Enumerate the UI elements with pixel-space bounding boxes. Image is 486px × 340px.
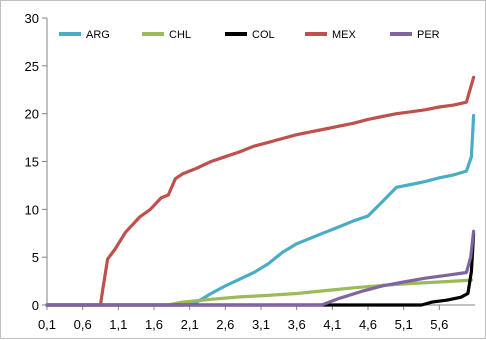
y-tick-label: 30 [25, 11, 39, 26]
y-tick-label: 5 [32, 250, 39, 265]
x-tick-label: 2,6 [216, 317, 234, 332]
y-tick-label: 15 [25, 155, 39, 170]
x-tick-label: 0,1 [38, 317, 56, 332]
series-line-chl [45, 278, 473, 307]
legend-label-per: PER [417, 29, 440, 41]
y-tick-label: 20 [25, 107, 39, 122]
series-line-mex [45, 75, 476, 307]
legend-label-col: COL [252, 29, 275, 41]
x-tick-label: 1,1 [109, 317, 127, 332]
series-line-col [45, 231, 476, 307]
legend-label-arg: ARG [86, 29, 110, 41]
series-line-arg [45, 114, 476, 307]
y-tick-label: 0 [32, 298, 39, 313]
x-tick-label: 1,6 [145, 317, 163, 332]
series-line-per [45, 229, 476, 307]
x-tick-label: 0,6 [74, 317, 92, 332]
y-tick-label: 10 [25, 202, 39, 217]
x-tick-label: 5,6 [430, 317, 448, 332]
x-tick-label: 4,6 [359, 317, 377, 332]
x-tick-label: 5,1 [395, 317, 413, 332]
legend-label-mex: MEX [332, 29, 357, 41]
x-tick-label: 4,1 [323, 317, 341, 332]
x-tick-label: 3,6 [288, 317, 306, 332]
legend-label-chl: CHL [169, 29, 191, 41]
y-tick-label: 25 [25, 59, 39, 74]
x-tick-label: 3,1 [252, 317, 270, 332]
x-tick-label: 2,1 [181, 317, 199, 332]
